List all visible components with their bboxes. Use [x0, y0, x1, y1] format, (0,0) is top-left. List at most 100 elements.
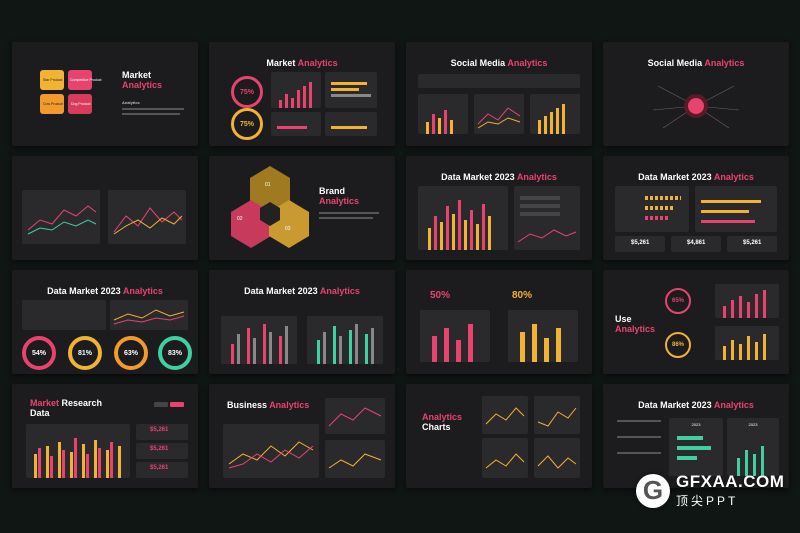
hexagon-diagram [231, 166, 309, 248]
slide-analytics-charts[interactable]: Analytics Charts [406, 384, 592, 488]
hbar-panel [695, 186, 777, 232]
list-panel [514, 186, 580, 250]
tile-label: Cow Product [43, 102, 64, 106]
bar-panel [508, 310, 578, 362]
tile-dog: Dog Product [68, 94, 92, 114]
slide-line-charts[interactable] [12, 156, 198, 260]
slide-title: Market Analytics [266, 58, 338, 68]
line-panel [223, 424, 319, 478]
progress-panel [271, 112, 321, 136]
slide-title: Market [122, 70, 152, 80]
stats-strip [418, 74, 580, 88]
icon-rows-panel [615, 186, 689, 232]
slide-title: Data Market 2023 Analytics [441, 172, 557, 182]
tile-cow: Cow Product [40, 94, 64, 114]
slide-title: Data Market 2023 Analytics [47, 286, 163, 296]
text-line [122, 108, 184, 110]
slide-use-analytics[interactable]: Use Analytics 65% 86% [603, 270, 789, 374]
stat-card: $5,261 [136, 424, 188, 440]
stat-card: $5,261 [615, 236, 665, 252]
text-line [122, 113, 180, 115]
slide-title-accent: Analytics [615, 324, 656, 334]
slide-title: Use [615, 314, 632, 324]
bar-panel: 2023 [727, 418, 779, 476]
bar-panel [271, 72, 321, 108]
slide-brand-analytics[interactable]: 01 02 03 Brand Analytics [209, 156, 395, 260]
stat-card: $5,261 [136, 443, 188, 459]
watermark-brand: GFXAA.COM [676, 472, 785, 491]
slide-title-accent: Analytics [422, 412, 463, 422]
line-panel [325, 440, 385, 478]
donut-chart: 75% [231, 108, 263, 140]
bar-panel [418, 94, 468, 134]
hex-label: 01 [265, 182, 271, 188]
bar-panel [26, 424, 130, 478]
table-panel [22, 300, 106, 330]
percent-stat: 50% [430, 290, 451, 301]
slide-data-market-columns[interactable]: Data Market 2023 Analytics [209, 270, 395, 374]
slide-title-accent: Analytics [122, 80, 163, 90]
ring-chart: 54% [22, 336, 56, 370]
ring-chart: 63% [114, 336, 148, 370]
slide-title: Data Market 2023 Analytics [244, 286, 360, 296]
hbar-panel: 2023 [669, 418, 723, 476]
slide-title: Data Market 2023 Analytics [638, 400, 754, 410]
stat-card: $5,261 [136, 462, 188, 478]
line-panel [108, 190, 186, 244]
slide-title: Data Market 2023 Analytics [638, 172, 754, 182]
line-panel [482, 438, 528, 478]
watermark-sub: 顶尖PPT [676, 494, 739, 508]
percent-ring: 65% [665, 288, 691, 314]
slide-subtitle: Analytics [122, 100, 140, 105]
percent-ring: 86% [665, 332, 691, 358]
hbar-panel [325, 72, 377, 108]
bar-panel [418, 186, 508, 250]
bar-panel [221, 316, 297, 364]
hex-label: 02 [237, 216, 243, 222]
donut-chart: 75% [231, 76, 263, 108]
slide-data-market-rings[interactable]: Data Market 2023 Analytics 54% 81% 63% 8… [12, 270, 198, 374]
stat-card: $5,261 [727, 236, 777, 252]
line-panel [325, 398, 385, 434]
bar-panel [420, 310, 490, 362]
stat-card: $4,861 [671, 236, 721, 252]
line-panel [474, 94, 524, 134]
slide-social-media-radial[interactable]: Social Media Analytics [603, 42, 789, 146]
watermark-logo: G [636, 473, 670, 508]
slide-title-line2: Data [30, 408, 50, 418]
line-panel [534, 396, 580, 434]
ring-chart: 83% [158, 336, 192, 370]
hex-label: 03 [285, 226, 291, 232]
ring-chart: 81% [68, 336, 102, 370]
tile-competitive: Competitive Product [68, 70, 102, 90]
line-panel [110, 300, 188, 330]
percent-stat: 80% [512, 290, 533, 301]
watermark: G GFXAA.COM 顶尖PPT [636, 472, 784, 509]
slide-title-accent: Analytics [319, 196, 360, 206]
tile-label: Star Product [43, 78, 63, 82]
tile-star: Star Product [40, 70, 64, 90]
tile-label: Dog Product [71, 102, 91, 106]
bar-panel [715, 284, 779, 318]
slide-market-research-data[interactable]: Market Research Data $5,261 $5,261 $5,26… [12, 384, 198, 488]
slide-title: Charts [422, 422, 451, 432]
bar-panel [307, 316, 383, 364]
slide-title: Business Analytics [227, 400, 310, 410]
slide-market-analytics-donuts[interactable]: Market Analytics 75% 75% [209, 42, 395, 146]
line-panel [22, 190, 100, 244]
tile-label: Competitive Product [70, 78, 102, 82]
bar-panel [530, 94, 580, 134]
slide-market-analytics-matrix[interactable]: Star Product Competitive Product Cow Pro… [12, 42, 198, 146]
radial-diagram [652, 85, 740, 129]
slide-data-market-engagement[interactable]: Data Market 2023 Analytics $5,261 $4,861… [603, 156, 789, 260]
slide-percent-bars[interactable]: 50% 80% [406, 270, 592, 374]
slide-data-market-bars[interactable]: Data Market 2023 Analytics [406, 156, 592, 260]
slide-social-media-analytics[interactable]: Social Media Analytics [406, 42, 592, 146]
slide-business-analytics[interactable]: Business Analytics [209, 384, 395, 488]
progress-panel [325, 112, 377, 136]
line-panel [534, 438, 580, 478]
slide-data-market-hbars[interactable]: Data Market 2023 Analytics 2023 2023 [603, 384, 789, 488]
slide-title: Social Media Analytics [450, 58, 548, 68]
bar-panel [715, 326, 779, 360]
